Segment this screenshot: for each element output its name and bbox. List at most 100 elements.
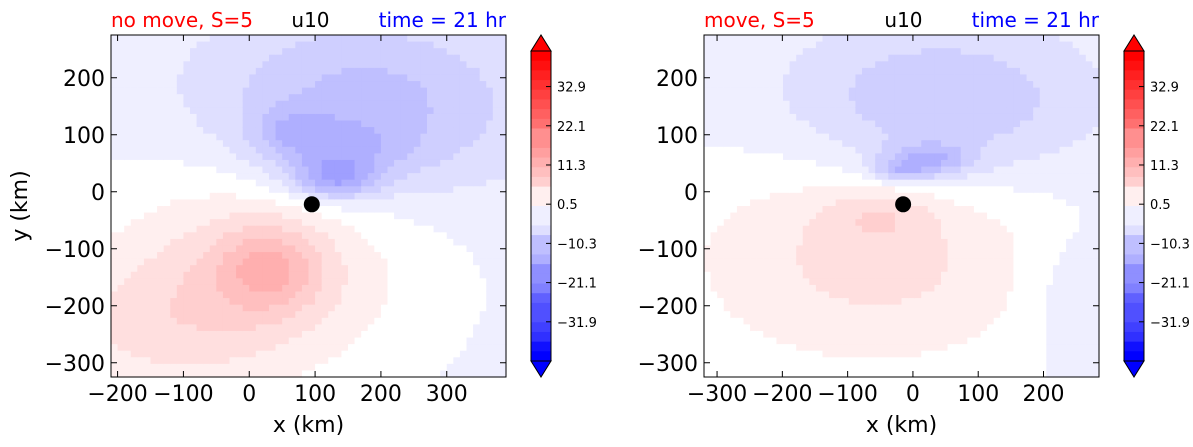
heatmap-cell (262, 225, 270, 233)
heatmap-cell (288, 304, 296, 312)
heatmap-cell (321, 212, 329, 220)
heatmap-cell (275, 363, 283, 372)
heatmap-cell (789, 127, 797, 135)
heatmap-cell (328, 265, 336, 273)
heatmap-cell (137, 81, 145, 89)
heatmap-cell (420, 159, 428, 168)
heatmap-cell (413, 252, 422, 260)
heatmap-cell (914, 271, 922, 279)
heatmap-cell (499, 94, 507, 102)
heatmap-cell (321, 67, 329, 76)
heatmap-cell (341, 100, 349, 108)
heatmap-cell (413, 54, 422, 62)
heatmap-cell (374, 67, 382, 76)
heatmap-cell (111, 350, 119, 358)
heatmap-cell (763, 317, 771, 325)
heatmap-cell (479, 192, 487, 201)
heatmap-cell (394, 74, 402, 82)
heatmap-cell (354, 245, 362, 253)
heatmap-cell (466, 61, 474, 69)
heatmap-cell (427, 48, 435, 56)
heatmap-cell (124, 35, 132, 43)
heatmap-cell (262, 146, 270, 154)
heatmap-cell (802, 330, 810, 339)
heatmap-cell (111, 252, 119, 260)
heatmap-cell (888, 186, 896, 194)
heatmap-cell (315, 337, 323, 345)
heatmap-cell (736, 344, 745, 352)
heatmap-cell (143, 199, 152, 207)
heatmap-cell (776, 35, 784, 43)
heatmap-cell (796, 146, 804, 154)
heatmap-cell (163, 350, 171, 358)
heatmap-cell (341, 298, 349, 306)
heatmap-cell (255, 67, 264, 76)
heatmap-cell (367, 120, 375, 128)
heatmap-cell (295, 48, 303, 56)
heatmap-cell (881, 344, 889, 352)
heatmap-cell (209, 304, 217, 312)
heatmap-cell (229, 337, 237, 345)
heatmap-cell (420, 350, 428, 358)
heatmap-cell (163, 54, 171, 62)
heatmap-cell (150, 140, 158, 148)
heatmap-cell (862, 258, 870, 266)
heatmap-cell (150, 166, 158, 174)
heatmap-cell (413, 350, 422, 358)
heatmap-cell (796, 74, 804, 82)
heatmap-cell (769, 113, 778, 122)
heatmap-cell (704, 317, 712, 325)
heatmap-cell (341, 140, 349, 148)
heatmap-cell (868, 94, 876, 102)
heatmap-cell (170, 330, 178, 339)
heatmap-cell (855, 107, 863, 115)
heatmap-cell (361, 159, 369, 168)
heatmap-cell (334, 258, 343, 266)
heatmap-cell (875, 258, 883, 266)
heatmap-cell (288, 140, 296, 148)
heatmap-cell (848, 238, 857, 247)
heatmap-cell (466, 271, 474, 279)
heatmap-cell (157, 179, 165, 187)
heatmap-cell (921, 304, 929, 312)
heatmap-cell (269, 146, 277, 154)
heatmap-cell (209, 245, 217, 253)
heatmap-cell (367, 278, 375, 286)
heatmap-cell (927, 87, 936, 95)
heatmap-cell (262, 291, 270, 299)
heatmap-cell (809, 232, 817, 240)
heatmap-cell (473, 344, 481, 352)
heatmap-cell (815, 304, 824, 312)
heatmap-cell (394, 186, 402, 194)
heatmap-cell (262, 370, 270, 378)
heatmap-cell (894, 120, 903, 128)
heatmap-cell (229, 344, 237, 352)
heatmap-cell (927, 113, 936, 122)
heatmap-cell (301, 173, 310, 181)
heatmap-cell (710, 179, 718, 187)
heatmap-cell (190, 159, 198, 168)
heatmap-cell (848, 284, 857, 293)
heatmap-cell (756, 324, 764, 332)
heatmap-cell (216, 232, 224, 240)
heatmap-cell (776, 173, 784, 181)
heatmap-cell (255, 140, 264, 148)
heatmap-cell (400, 245, 408, 253)
heatmap-cell (829, 179, 837, 187)
heatmap-cell (269, 107, 277, 115)
heatmap-cell (354, 252, 362, 260)
heatmap-cell (255, 94, 264, 102)
heatmap-cell (374, 192, 382, 201)
heatmap-cell (282, 330, 290, 339)
heatmap-cell (842, 166, 850, 174)
heatmap-cell (796, 100, 804, 108)
heatmap-cell (862, 284, 870, 293)
heatmap-cell (809, 186, 817, 194)
heatmap-cell (301, 265, 310, 273)
heatmap-cell (440, 61, 448, 69)
heatmap-cell (288, 357, 296, 365)
heatmap-cell (796, 238, 804, 247)
heatmap-cell (459, 74, 468, 82)
heatmap-cell (183, 140, 191, 148)
heatmap-cell (236, 271, 244, 279)
